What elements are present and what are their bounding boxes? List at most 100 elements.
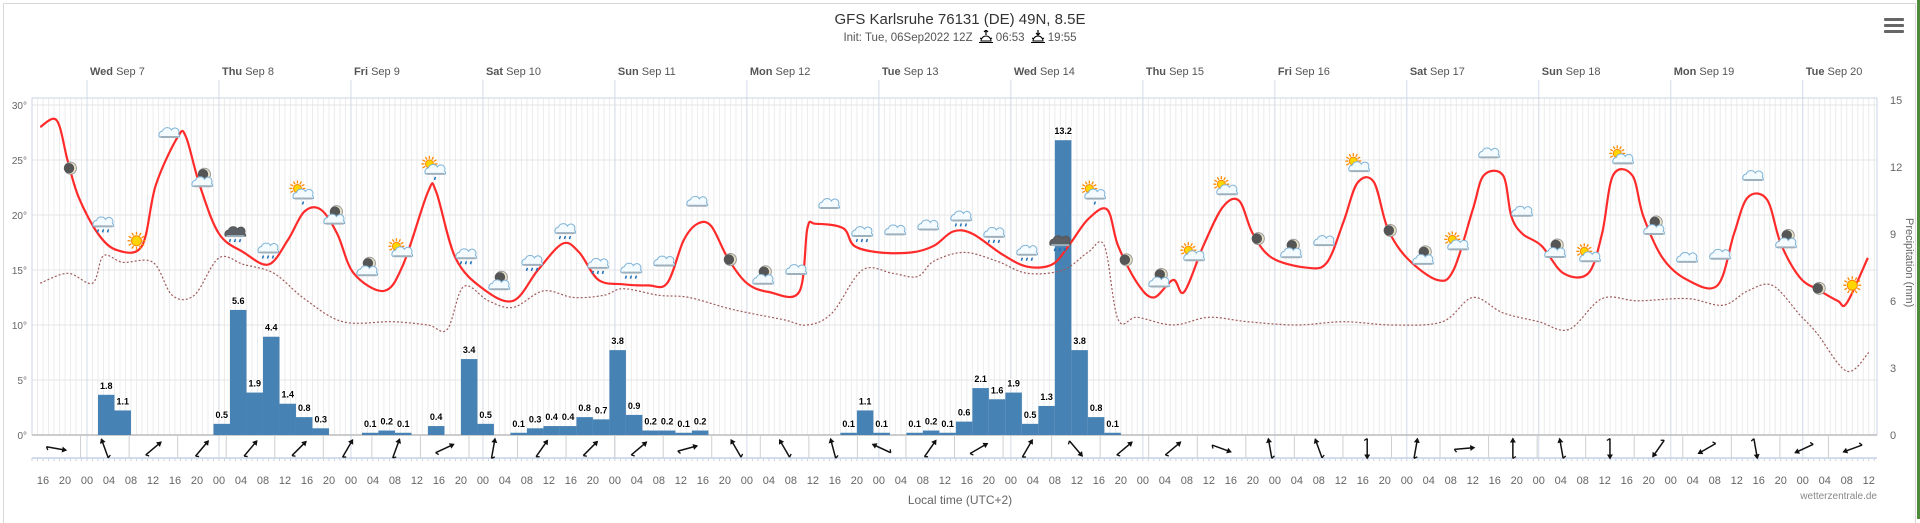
rain-drop <box>601 270 605 275</box>
sun-ray <box>1610 148 1614 152</box>
rain-drop <box>568 235 572 240</box>
wind-arrow-icon <box>1363 437 1371 460</box>
wind-arrow-head <box>1364 454 1371 460</box>
wind-arrow-head <box>828 437 835 444</box>
rain-drop <box>525 267 529 272</box>
sun-ray <box>1214 179 1218 183</box>
cloud-icon <box>818 198 840 209</box>
rain-cloud-icon <box>455 248 478 265</box>
cloud-shape <box>92 216 115 227</box>
hour-tick-label: 00 <box>1665 475 1677 487</box>
cloud-shape <box>950 210 972 221</box>
precipitation-value-label: 3.4 <box>463 345 476 355</box>
day-name: Tue <box>1806 66 1825 78</box>
sun-cloud-icon <box>388 238 414 258</box>
cloud-shape <box>686 195 708 207</box>
day-date: Sep 16 <box>1292 66 1330 78</box>
hamburger-menu-icon[interactable] <box>1884 18 1904 34</box>
hour-tick-label: 12 <box>279 475 291 487</box>
precipitation-value-label: 1.8 <box>100 381 113 391</box>
hour-tick-label: 04 <box>1555 475 1567 487</box>
sun-cloud-icon <box>1180 242 1205 262</box>
sun-ray <box>1619 146 1622 150</box>
hour-tick-label: 12 <box>1467 475 1479 487</box>
day-date: Sep 17 <box>1427 66 1465 78</box>
hour-tick-label: 00 <box>609 475 621 487</box>
cloud-shape <box>1643 224 1665 235</box>
day-date: Sep 15 <box>1166 66 1204 78</box>
sun-ray <box>131 232 135 236</box>
hour-tick-label: 12 <box>543 475 555 487</box>
wind-arrow-barb <box>1165 454 1169 457</box>
sun-ray <box>1093 184 1097 187</box>
day-name: Fri <box>354 66 368 78</box>
wind-arrow-barb <box>583 454 587 457</box>
rain-drop <box>1058 247 1062 252</box>
sun-ray <box>1190 242 1193 247</box>
precipitation-bar <box>691 430 709 435</box>
precipitation-value-label: 0.8 <box>578 403 591 413</box>
sun-ray <box>1192 245 1196 249</box>
hour-tick-label: 04 <box>631 475 643 487</box>
moon-shadow <box>1251 233 1263 244</box>
sun-ray <box>1610 155 1614 158</box>
sun-ray <box>1357 156 1361 160</box>
sun-ray <box>128 235 132 239</box>
sun-cloud-icon <box>1345 153 1370 173</box>
precipitation-bar <box>229 309 247 435</box>
hour-tick-label: 04 <box>1291 475 1303 487</box>
day-name: Mon <box>1674 66 1697 78</box>
rain-drop <box>433 176 437 181</box>
wind-arrow-icon <box>630 441 648 457</box>
rain-cloud-icon <box>257 242 280 259</box>
wind-arrow-barb <box>1413 456 1418 459</box>
sun-ray <box>389 241 393 245</box>
day-label: Mon Sep 12 <box>750 66 811 78</box>
moon-shadow <box>1383 225 1395 236</box>
hour-tick-label: 00 <box>345 475 357 487</box>
rain-drop <box>624 275 628 279</box>
day-label: Wed Sep 14 <box>1014 66 1075 78</box>
y-left-tick-label: 30° <box>12 101 27 112</box>
cloud-icon <box>1676 252 1698 263</box>
wind-arrow-barb <box>1211 444 1214 449</box>
moon-cloud-icon <box>356 256 379 277</box>
precipitation-bar <box>559 426 577 435</box>
wind-arrow-icon <box>291 440 307 457</box>
wind-arrow-icon <box>1164 441 1182 457</box>
cloud-shape <box>1084 188 1106 200</box>
rain-drop <box>997 239 1001 244</box>
hour-tick-label: 08 <box>917 475 929 487</box>
cloud-shape <box>1544 247 1566 258</box>
wind-arrow-icon <box>969 442 989 456</box>
precipitation-bar <box>526 428 544 435</box>
precipitation-bar <box>246 392 263 435</box>
hour-tick-label: 00 <box>741 475 753 487</box>
wind-arrow-barb <box>1809 441 1814 445</box>
sun-ray <box>1586 244 1589 248</box>
cloud-icon <box>1742 170 1764 182</box>
hour-tick-label: 16 <box>433 475 445 487</box>
precipitation-value-label: 1.6 <box>991 385 1004 395</box>
sun-disc <box>130 235 142 247</box>
wind-arrow-icon <box>1509 437 1517 460</box>
sun-ray <box>1082 190 1086 194</box>
rain-drop <box>964 223 968 227</box>
wind-arrow-icon <box>1413 437 1420 459</box>
wind-arrow-head <box>301 440 307 447</box>
precipitation-bar <box>906 432 923 435</box>
hour-tick-label: 20 <box>1511 475 1523 487</box>
rain-drop <box>959 223 963 227</box>
wind-arrow-head <box>592 440 599 447</box>
precipitation-value-label: 0.2 <box>661 417 674 427</box>
sun-ray <box>424 156 428 160</box>
precipitation-bar <box>510 432 527 435</box>
sun-ray <box>1847 277 1850 281</box>
y-left-tick-label: 10° <box>12 321 27 332</box>
thunder-rain-cloud-icon <box>224 226 247 243</box>
hour-tick-label: 16 <box>697 475 709 487</box>
wind-arrow-icon <box>1794 441 1814 454</box>
wind-arrow-barb <box>107 454 111 459</box>
precipitation-bar <box>543 426 560 435</box>
wind-arrow-barb <box>1750 438 1755 442</box>
